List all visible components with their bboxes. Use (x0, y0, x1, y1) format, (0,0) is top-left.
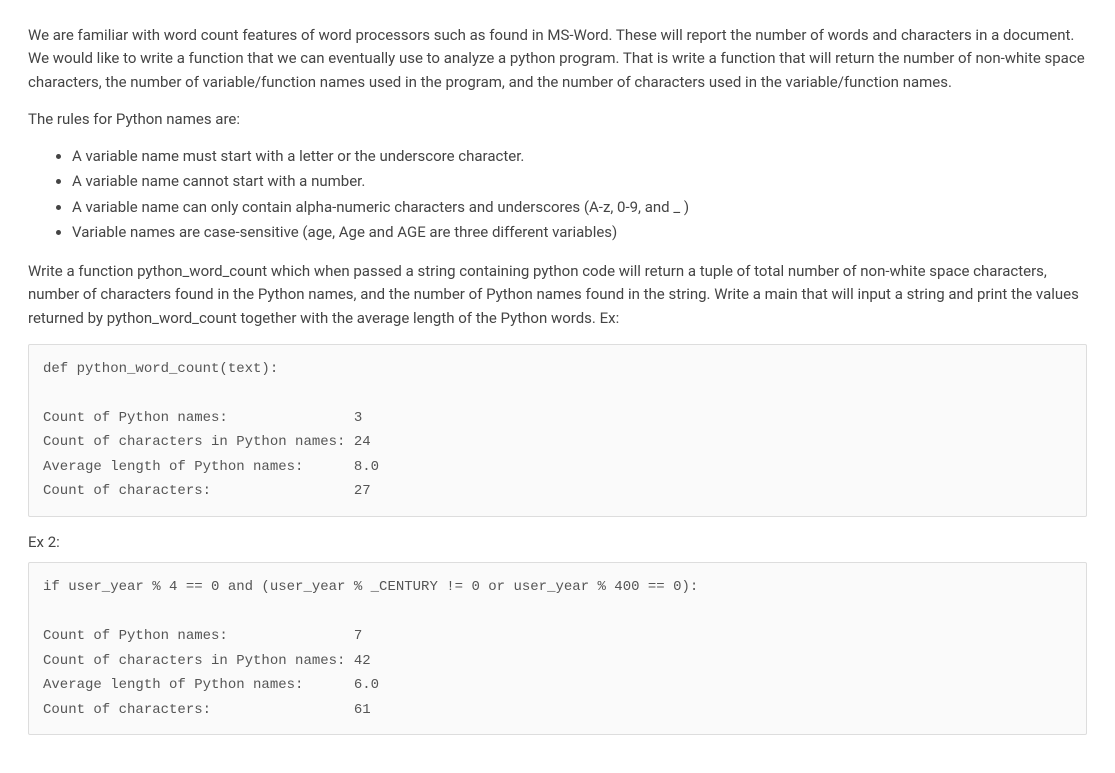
rule-item: Variable names are case-sensitive (age, … (72, 221, 1087, 244)
code-example-2: if user_year % 4 == 0 and (user_year % _… (28, 562, 1087, 735)
task-paragraph: Write a function python_word_count which… (28, 260, 1087, 330)
rules-intro: The rules for Python names are: (28, 108, 1087, 131)
code-example-1: def python_word_count(text): Count of Py… (28, 344, 1087, 517)
rule-item: A variable name must start with a letter… (72, 145, 1087, 168)
rules-list: A variable name must start with a letter… (28, 145, 1087, 244)
example-2-label: Ex 2: (28, 531, 1087, 554)
rule-item: A variable name cannot start with a numb… (72, 170, 1087, 193)
rule-item: A variable name can only contain alpha-n… (72, 196, 1087, 219)
intro-paragraph: We are familiar with word count features… (28, 24, 1087, 94)
